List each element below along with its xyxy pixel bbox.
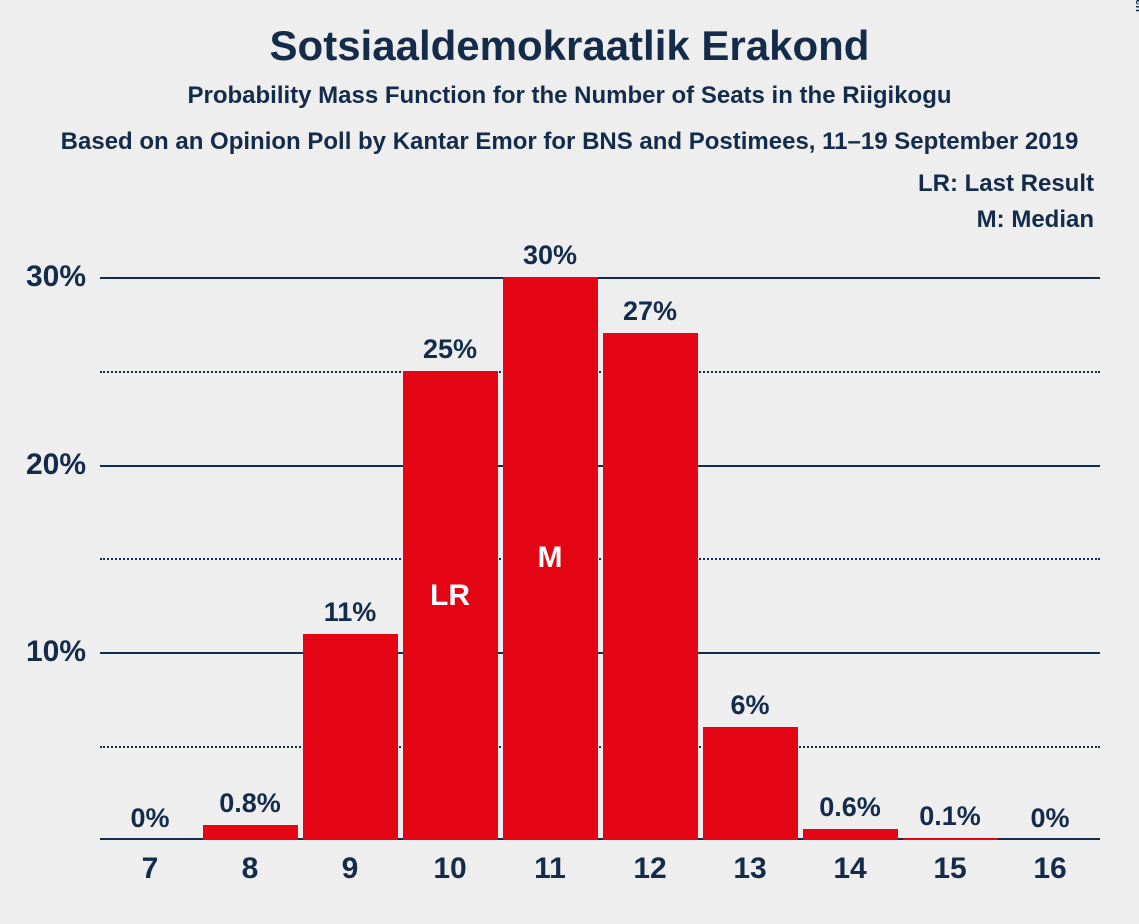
x-tick-label: 7 — [142, 840, 159, 886]
chart-source: Based on an Opinion Poll by Kantar Emor … — [0, 128, 1139, 156]
legend-item: M: Median — [918, 206, 1094, 234]
gridline-minor — [100, 746, 1100, 748]
bar-value-label: 11% — [324, 597, 377, 634]
bar-marker: M — [538, 541, 563, 575]
x-tick-label: 15 — [933, 840, 966, 886]
chart-canvas: Sotsiaaldemokraatlik Erakond Probability… — [0, 0, 1139, 924]
x-tick-label: 16 — [1033, 840, 1066, 886]
y-tick-label: 10% — [26, 635, 100, 669]
bar-value-label: 30% — [523, 240, 577, 277]
bar — [803, 829, 898, 840]
x-tick-label: 14 — [833, 840, 866, 886]
x-tick-label: 8 — [242, 840, 259, 886]
legend: LR: Last Result M: Median — [918, 170, 1094, 242]
x-tick-label: 11 — [534, 840, 566, 886]
bar — [303, 634, 398, 840]
bar-value-label: 25% — [423, 334, 477, 371]
legend-item: LR: Last Result — [918, 170, 1094, 198]
bar — [703, 727, 798, 840]
x-tick-label: 9 — [342, 840, 359, 886]
bar-value-label: 27% — [623, 296, 677, 333]
y-tick-label: 20% — [26, 448, 100, 482]
bar-value-label: 6% — [730, 690, 769, 727]
plot-area: LR: Last ResultM: Median 10%20%30%0%70.8… — [100, 230, 1100, 840]
x-tick-label: 10 — [433, 840, 466, 886]
bar-value-label: 0.1% — [919, 801, 981, 838]
gridline-minor — [100, 558, 1100, 560]
bar-value-label: 0.6% — [819, 792, 881, 829]
chart-subtitle: Probability Mass Function for the Number… — [0, 82, 1139, 110]
x-tick-label: 13 — [733, 840, 766, 886]
bar — [203, 825, 298, 840]
bar-value-label: 0.8% — [219, 788, 281, 825]
gridline-major — [100, 465, 1100, 467]
gridline-major — [100, 652, 1100, 654]
x-tick-label: 12 — [633, 840, 666, 886]
bar-value-label: 0% — [130, 803, 169, 840]
bar-value-label: 0% — [1030, 803, 1069, 840]
bar-marker: LR — [430, 579, 470, 613]
y-tick-label: 30% — [26, 260, 100, 294]
gridline-major — [100, 277, 1100, 279]
bar — [603, 333, 698, 840]
gridline-minor — [100, 371, 1100, 373]
chart-title: Sotsiaaldemokraatlik Erakond — [0, 22, 1139, 70]
copyright: © 2020 Filip van Laenen — [1133, 0, 1139, 12]
